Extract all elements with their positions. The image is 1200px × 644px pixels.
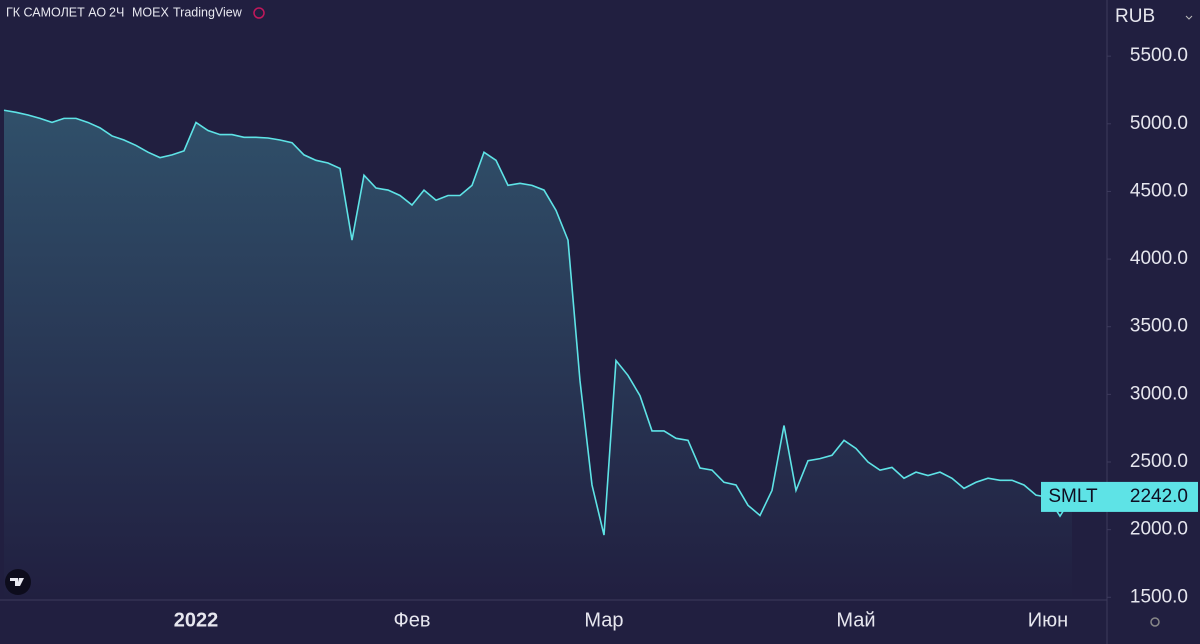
y-tick-label: 2500.0	[1130, 451, 1188, 472]
status-icon	[253, 7, 265, 19]
source: TradingView	[173, 5, 243, 19]
price-line	[3, 109, 1073, 536]
x-tick-label: Фев	[394, 609, 431, 631]
x-tick-label: Мар	[584, 609, 623, 631]
last-price-label: 2242.0	[1130, 486, 1188, 507]
last-price-tag	[1041, 481, 1198, 512]
currency-dropdown[interactable]	[1185, 15, 1193, 20]
x-tick-label: Июн	[1028, 609, 1068, 631]
y-tick-label: 1500.0	[1130, 586, 1188, 607]
interval: 2Ч	[109, 5, 124, 19]
y-tick-label: 2000.0	[1130, 519, 1188, 540]
tv-logo-mark	[10, 578, 24, 586]
x-tick-label: 2022	[174, 609, 219, 631]
overlay: 1500.0 2000.0 2500.0 3000.0 3500.0 4000.0 4500…	[174, 45, 1198, 631]
plot-area	[3, 109, 1073, 600]
y-tick-label: 4500.0	[1130, 180, 1188, 201]
settings-icon[interactable]	[1150, 617, 1160, 627]
x-tick-label: Май	[836, 609, 875, 631]
y-tick-label: 4000.0	[1130, 248, 1188, 269]
y-tick-label: 5500.0	[1130, 45, 1188, 66]
y-tick-label: 3000.0	[1130, 383, 1188, 404]
y-tick-label: 3500.0	[1130, 316, 1188, 337]
currency[interactable]: RUB	[1115, 6, 1155, 27]
symbol-name: ГК САМОЛЕТ АО	[6, 5, 106, 19]
symbol-label: SMLT	[1048, 486, 1098, 507]
area-fill	[4, 110, 1072, 600]
exchange: MOEX	[132, 5, 169, 19]
y-tick-label: 5000.0	[1130, 113, 1188, 134]
